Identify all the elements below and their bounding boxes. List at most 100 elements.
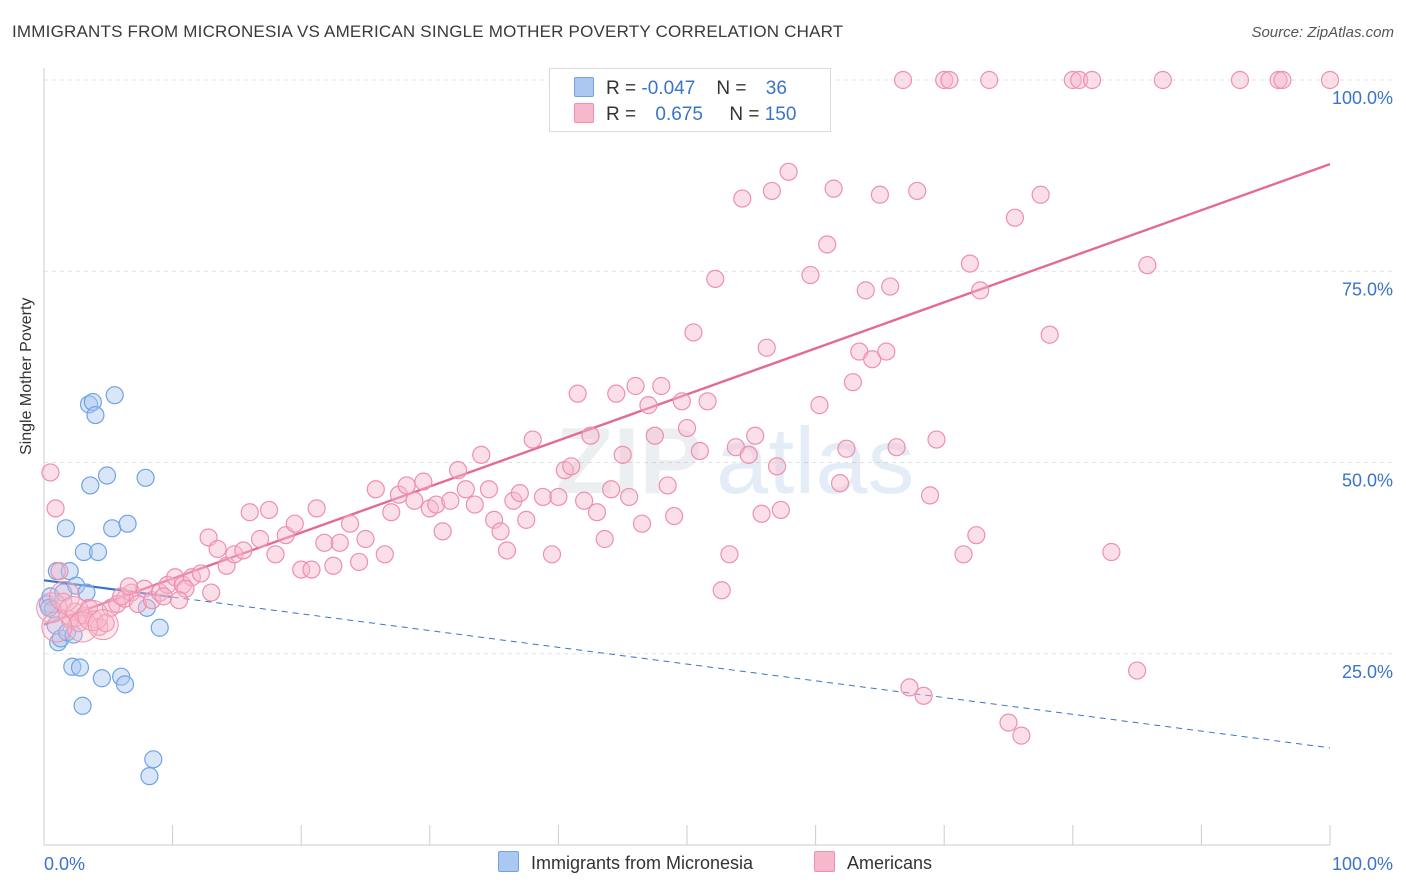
americans-point [375, 545, 394, 564]
americans-point [602, 480, 621, 499]
americans-point [427, 495, 446, 514]
americans-point [397, 476, 416, 495]
bottom-legend-label: Americans [847, 853, 933, 873]
americans-point [940, 70, 959, 90]
americans-point [684, 323, 703, 342]
americans-point [302, 560, 321, 579]
y-tick-label: 100.0% [1332, 88, 1393, 108]
americans-point [1153, 70, 1172, 90]
micronesia-trend-dashed [172, 596, 1331, 749]
americans-point [1040, 325, 1059, 344]
tick-labels: 25.0% 50.0% 75.0% 100.0% 0.0% 100.0% [44, 88, 1393, 874]
micronesia-point [64, 625, 83, 644]
watermark-atlas: atlas [716, 408, 915, 513]
legend-r-label: R = [606, 78, 637, 99]
americans-point [757, 338, 776, 357]
americans-point-large [49, 580, 81, 612]
americans-point [533, 487, 553, 507]
americans-point [456, 480, 475, 499]
y-tick-label: 75.0% [1342, 279, 1393, 299]
y-tick-label: 50.0% [1342, 471, 1393, 491]
americans-point [1012, 726, 1031, 745]
americans-point [549, 487, 568, 507]
americans-point [389, 485, 409, 504]
americans-point [595, 529, 614, 549]
americans-point [733, 189, 752, 208]
americans-point [234, 541, 253, 560]
legend-r-value: -0.047 [641, 78, 696, 99]
americans-point [837, 439, 856, 458]
americans-point [307, 499, 326, 518]
americans-point [285, 514, 304, 533]
americans-point [497, 541, 517, 560]
americans-point [626, 376, 645, 396]
americans-point [810, 396, 829, 415]
x-tick-label: 0.0% [44, 854, 85, 874]
micronesia-point [118, 514, 137, 533]
americans-point [881, 277, 900, 296]
micronesia-point [140, 767, 159, 786]
americans-point [1230, 70, 1250, 90]
americans-point [771, 500, 790, 520]
americans-point [935, 70, 954, 90]
americans-point [479, 480, 499, 499]
bottom-legend-micronesia: Immigrants from Micronesia [498, 851, 753, 874]
legend-row-micronesia: R = -0.047 N = 36 [574, 77, 787, 100]
micronesia-point [77, 583, 96, 602]
americans-point [632, 514, 652, 533]
americans-point [324, 556, 343, 575]
americans-point [50, 562, 69, 581]
americans-point [767, 457, 787, 476]
chart-title: IMMIGRANTS FROM MICRONESIA VS AMERICAN S… [12, 22, 844, 41]
americans-point [739, 445, 758, 464]
americans-point [366, 480, 385, 499]
americans-point [259, 500, 279, 520]
americans-point [414, 472, 433, 491]
micronesia-point [70, 658, 90, 677]
americans-point [517, 510, 536, 529]
americans-point [613, 445, 632, 464]
micronesia-point [73, 696, 92, 715]
micronesia-point [115, 675, 135, 694]
americans-point [1082, 70, 1102, 90]
americans-point [779, 162, 798, 181]
americans-point [1273, 70, 1292, 90]
americans-point-large [77, 600, 109, 631]
americans-point [523, 430, 542, 449]
americans-point [870, 185, 890, 204]
americans-point [240, 503, 259, 522]
americans-point [720, 545, 739, 564]
grid-lines [44, 79, 1392, 655]
micronesia-point [63, 657, 82, 676]
americans-point [154, 587, 173, 606]
micronesia-point [97, 466, 117, 485]
americans-point [877, 342, 896, 361]
americans-point [405, 491, 424, 510]
americans-point [672, 392, 691, 411]
americans-point [818, 235, 837, 254]
americans-point [920, 486, 940, 505]
americans-point [1063, 70, 1082, 90]
micronesia-point [92, 669, 111, 688]
americans-point [706, 269, 725, 288]
americans-point [843, 373, 862, 392]
americans-point [433, 522, 452, 541]
legend-swatch-americans [574, 103, 594, 123]
americans-point [142, 591, 162, 610]
bottom-legend-swatch-americans [814, 851, 835, 872]
americans-point [330, 533, 349, 552]
americans-point [169, 591, 189, 610]
micronesia-point [56, 519, 75, 538]
americans-point [587, 503, 607, 522]
americans-point [1102, 542, 1121, 562]
americans-point [620, 487, 639, 507]
americans-point [762, 181, 781, 201]
americans-point [1269, 70, 1288, 90]
americans-point [824, 179, 843, 198]
americans-point [607, 384, 626, 403]
legend-r-value: 0.675 [655, 104, 703, 125]
legend-swatch-micronesia [574, 77, 594, 97]
americans-point [349, 552, 369, 572]
americans-point [1031, 185, 1050, 204]
americans-point [658, 476, 677, 495]
